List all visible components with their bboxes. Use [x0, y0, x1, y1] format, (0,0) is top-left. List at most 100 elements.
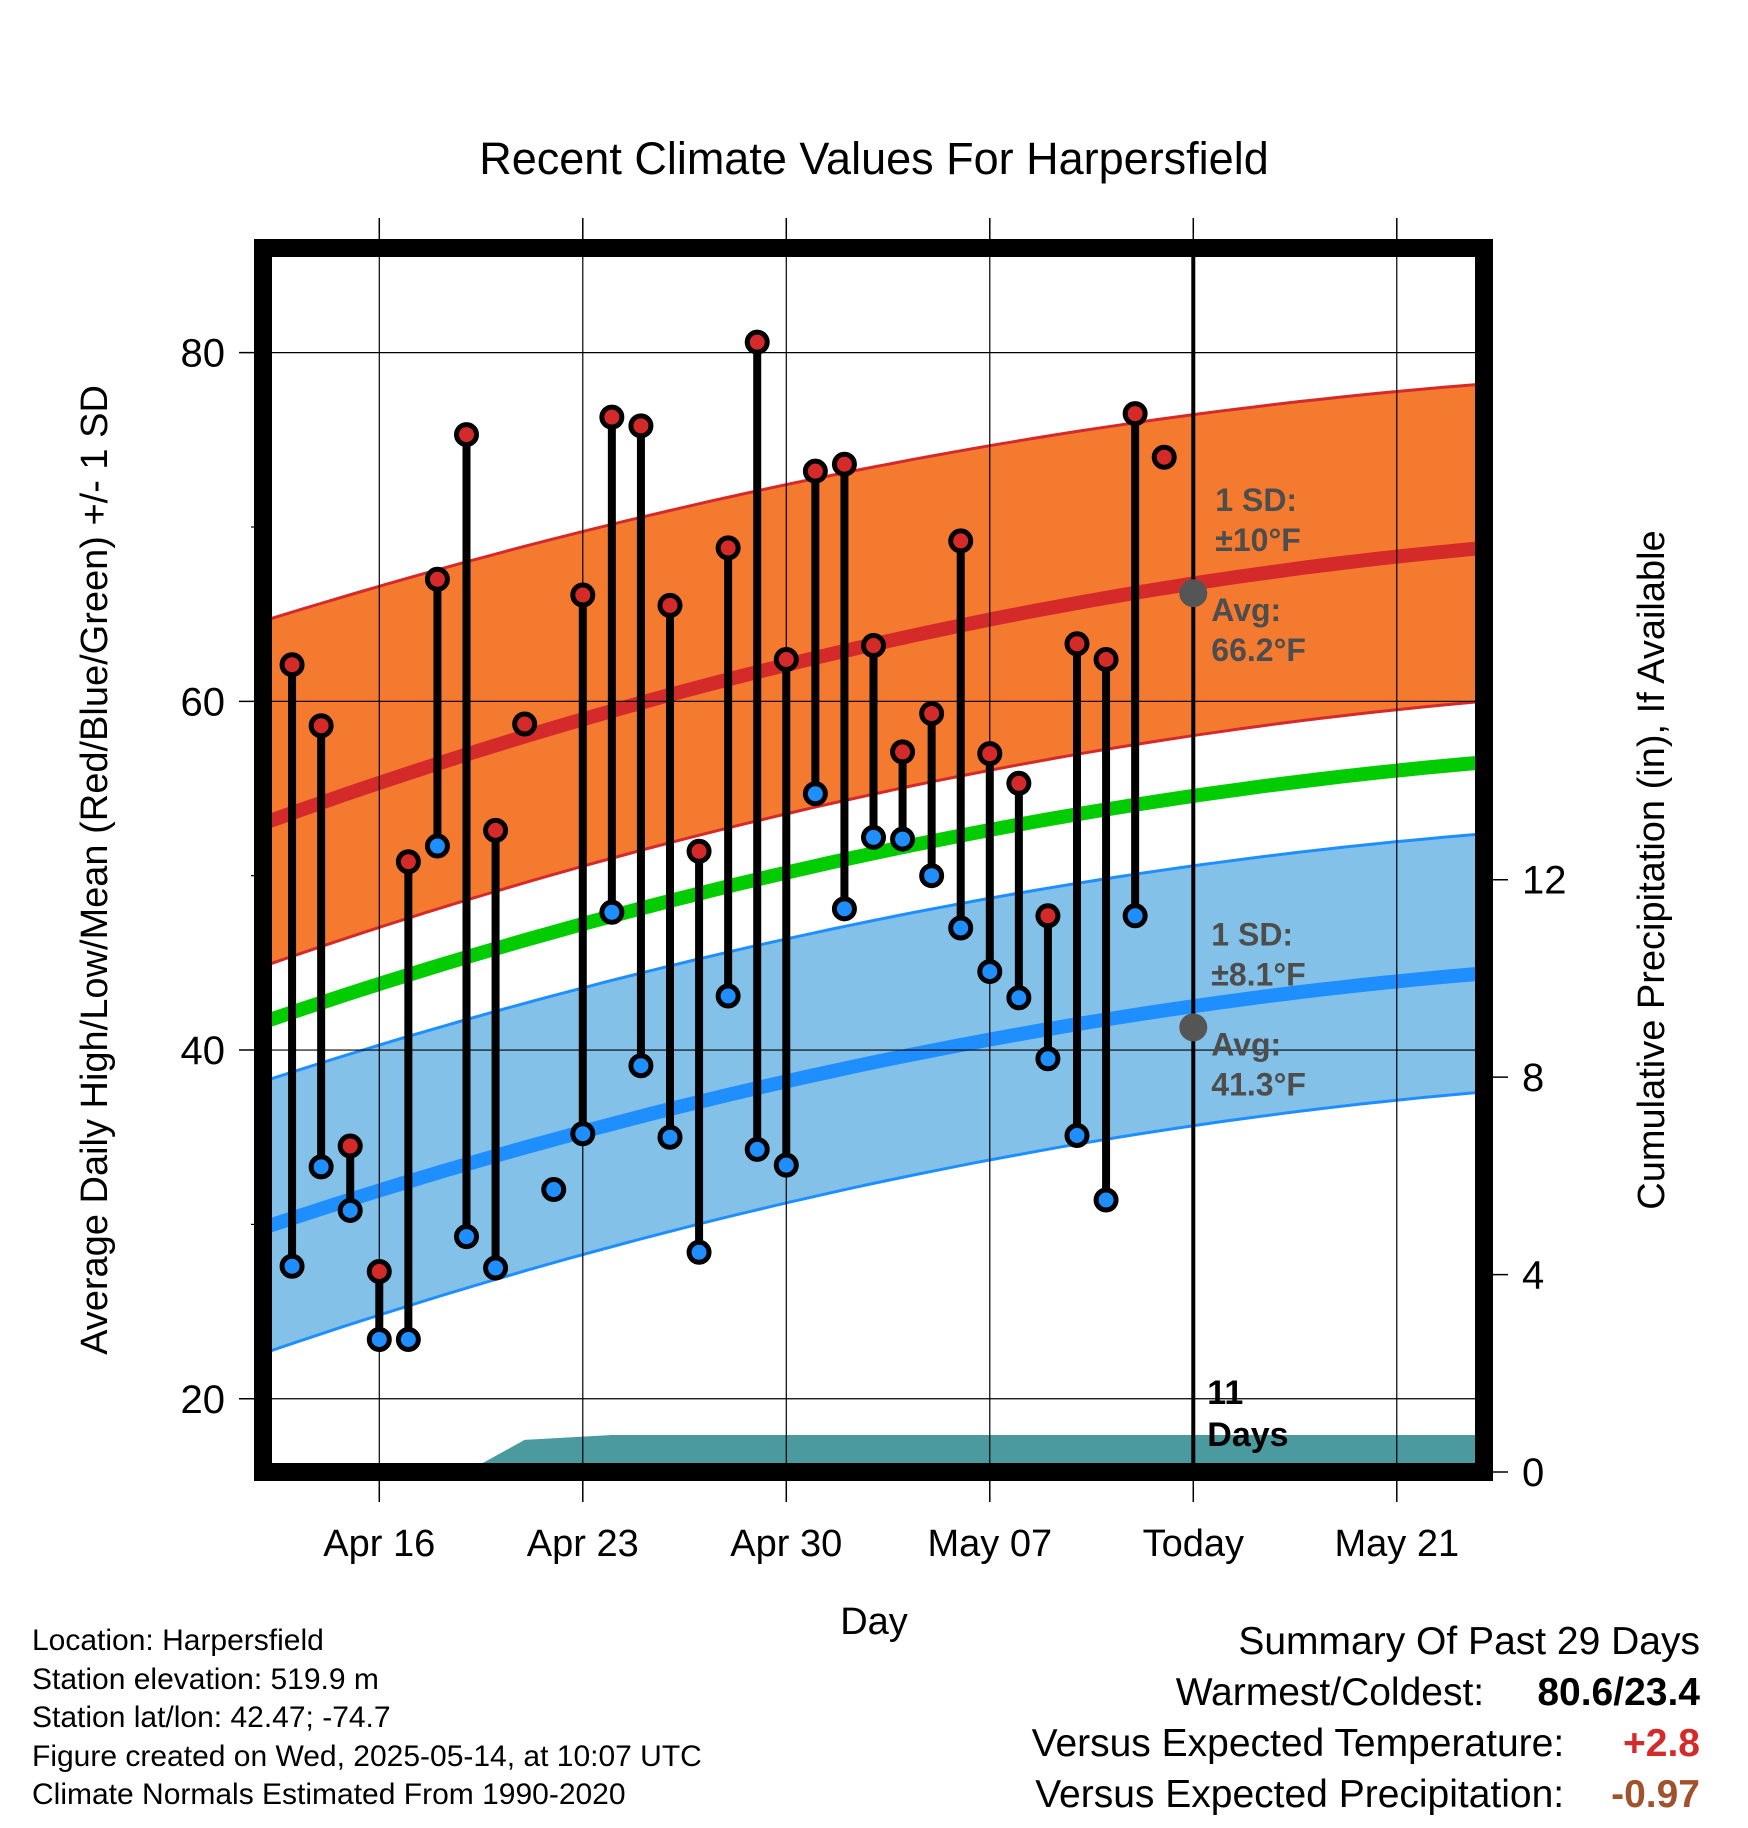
x-tick-label: Today [1143, 1523, 1244, 1565]
today-low-avg-point [1179, 1013, 1208, 1042]
y2-tick-label: 4 [1522, 1254, 1544, 1298]
obs-low-point [831, 896, 857, 922]
obs-low-point [599, 899, 625, 925]
obs-low-point [686, 1239, 712, 1265]
obs-low-point [308, 1154, 334, 1180]
obs-high-point [1093, 646, 1119, 672]
elevation-text: Station elevation: 519.9 m [32, 1662, 379, 1696]
obs-high-point [337, 1133, 363, 1159]
obs-low-point [1006, 985, 1032, 1011]
plot-area: 1 SD: ±10°F Avg: 66.2°F 1 SD: ±8.1°F Avg: 41.3°… [181, 218, 1567, 1565]
high-sd-label: 1 SD: [1215, 482, 1297, 518]
obs-low-point [395, 1326, 421, 1352]
normals-text: Climate Normals Estimated From 1990-2020 [32, 1778, 626, 1811]
y-tick-label: 60 [181, 680, 226, 724]
obs-high-point [744, 329, 770, 355]
obs-high-point [1035, 903, 1061, 929]
obs-low-point [366, 1326, 392, 1352]
obs-low-point [744, 1136, 770, 1162]
y-tick-label: 20 [181, 1378, 226, 1422]
obs-high-point [919, 701, 945, 727]
warm-cold-value: 80.6/23.4 [1537, 1671, 1700, 1714]
chart-title: Recent Climate Values For Harpersfield [479, 133, 1268, 184]
summary-panel: Summary Of Past 29 Days Warmest/Coldest:… [1032, 1616, 1700, 1820]
obs-low-point [424, 833, 450, 859]
location-text: Location: Harpersfield [32, 1624, 324, 1657]
obs-high-point [977, 741, 1003, 767]
obs-high-point [599, 404, 625, 430]
today-days-number: 11 [1207, 1374, 1243, 1412]
obs-high-point [1006, 770, 1032, 796]
precip-value: -0.97 [1611, 1773, 1700, 1816]
obs-high-point [686, 838, 712, 864]
y-axis-label: Average Daily High/Low/Mean (Red/Blue/Gr… [74, 385, 116, 1355]
low-sd-label: 1 SD: [1211, 916, 1293, 952]
obs-high-point [454, 422, 479, 448]
obs-low-point [657, 1124, 683, 1150]
obs-high-point [279, 652, 305, 678]
obs-low-point [337, 1197, 363, 1223]
obs-low-point [1122, 903, 1148, 929]
obs-high-point [366, 1258, 392, 1284]
obs-high-point [773, 646, 799, 672]
high-avg-value: 66.2°F [1211, 632, 1306, 668]
obs-low-point [570, 1121, 596, 1147]
obs-low-point [628, 1053, 654, 1079]
obs-high-point [424, 566, 450, 592]
obs-low-point [773, 1152, 799, 1178]
obs-low-point [948, 915, 974, 941]
obs-high-point [570, 582, 596, 608]
y-tick-label: 40 [181, 1029, 226, 1073]
obs-high-point [831, 451, 857, 477]
y2-tick-label: 8 [1522, 1056, 1544, 1100]
obs-low-point [483, 1255, 509, 1281]
summary-temp-row: Versus Expected Temperature: +2.8 [1032, 1718, 1700, 1769]
low-avg-value: 41.3°F [1211, 1066, 1306, 1102]
obs-high-point [861, 633, 886, 659]
obs-high-point [1122, 401, 1148, 427]
obs-high-point [628, 413, 654, 439]
obs-low-point [454, 1224, 479, 1250]
high-avg-label: Avg: [1211, 592, 1281, 628]
low-sd-band [263, 833, 1484, 1354]
obs-low-point [541, 1177, 567, 1203]
obs-low-point [861, 824, 886, 850]
obs-high-point [802, 458, 828, 484]
precip-label: Versus Expected Precipitation: [1035, 1773, 1565, 1816]
created-text: Figure created on Wed, 2025-05-14, at 10… [32, 1739, 702, 1773]
summary-precip-row: Versus Expected Precipitation: -0.97 [1032, 1769, 1700, 1820]
temp-value: +2.8 [1623, 1722, 1700, 1765]
obs-low-point [279, 1253, 305, 1279]
x-tick-label: Apr 30 [730, 1523, 842, 1565]
today-high-avg-point [1179, 579, 1208, 608]
obs-high-point [890, 739, 916, 765]
obs-high-point [395, 849, 421, 875]
y2-tick-label: 12 [1522, 859, 1567, 903]
high-sd-value: ±10°F [1215, 522, 1301, 558]
x-tick-label: Apr 23 [527, 1523, 639, 1565]
y2-axis-label: Cumulative Precipitation (in), If Availa… [1631, 530, 1673, 1209]
x-tick-label: May 21 [1334, 1523, 1459, 1565]
obs-low-point [919, 863, 945, 889]
obs-low-point [1093, 1187, 1119, 1213]
temp-label: Versus Expected Temperature: [1031, 1722, 1565, 1765]
obs-high-point [715, 535, 741, 561]
obs-high-point [657, 592, 683, 618]
obs-low-point [890, 826, 916, 852]
plot-interior: 1 SD: ±10°F Avg: 66.2°F 1 SD: ±8.1°F Avg: 41.3°… [263, 248, 1484, 1472]
low-avg-label: Avg: [1211, 1026, 1281, 1062]
y-tick-label: 80 [181, 332, 226, 376]
x-axis-label: Day [840, 1601, 908, 1643]
obs-low-point [1035, 1046, 1061, 1072]
obs-low-point [1064, 1122, 1090, 1148]
obs-low-point [715, 983, 741, 1009]
obs-high-point [1064, 631, 1090, 657]
obs-low-point [977, 959, 1003, 985]
obs-high-point [948, 528, 974, 554]
summary-warm-cold-row: Warmest/Coldest: 80.6/23.4 [1032, 1667, 1700, 1718]
station-info: Location: Harpersfield Station elevation… [32, 1622, 702, 1815]
low-sd-value: ±8.1°F [1211, 956, 1305, 992]
obs-high-point [1151, 444, 1177, 470]
latlon-text: Station lat/lon: 42.47; -74.7 [32, 1701, 391, 1734]
